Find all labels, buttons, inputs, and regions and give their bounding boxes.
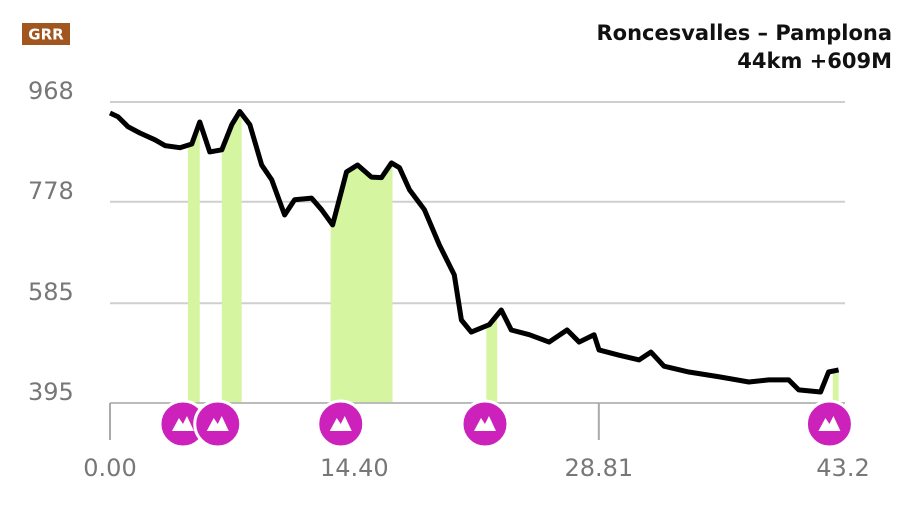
marker-icon bbox=[171, 416, 194, 431]
marker-icon bbox=[329, 416, 352, 431]
x-tick-label: 14.40 bbox=[320, 454, 389, 482]
x-tick-label: 0.00 bbox=[83, 454, 136, 482]
x-tick-label: 43.2 bbox=[816, 454, 869, 482]
climb-area bbox=[486, 314, 498, 403]
logo-text: GRR bbox=[28, 26, 64, 44]
x-tick-label: 28.81 bbox=[564, 454, 633, 482]
elevation-line bbox=[108, 108, 840, 395]
logo: GRR bbox=[22, 23, 70, 45]
chart-subtitle: 44km +609M bbox=[737, 49, 892, 73]
climb-marker bbox=[804, 399, 854, 449]
y-tick-label: 585 bbox=[28, 278, 74, 306]
y-tick-label: 395 bbox=[28, 378, 74, 406]
logo-box bbox=[22, 23, 70, 45]
climb-marker bbox=[316, 399, 366, 449]
chart-title: Roncesvalles – Pamplona bbox=[596, 21, 892, 45]
climb-area bbox=[221, 111, 242, 403]
climb-area bbox=[187, 121, 200, 403]
marker-icon bbox=[206, 416, 229, 431]
marker-icon bbox=[818, 416, 841, 431]
climb-marker bbox=[193, 399, 243, 449]
climb-area bbox=[832, 369, 839, 403]
y-tick-label: 778 bbox=[28, 177, 74, 205]
climb-marker bbox=[460, 399, 510, 449]
marker-icon bbox=[473, 416, 496, 431]
climb-area bbox=[330, 162, 393, 403]
y-tick-label: 968 bbox=[28, 77, 74, 105]
